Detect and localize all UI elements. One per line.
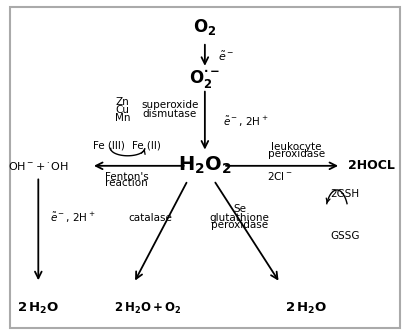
Text: Fe (III): Fe (III) bbox=[93, 140, 125, 150]
Text: Zn: Zn bbox=[115, 97, 129, 107]
Text: $\mathit{\~{e}}^-$: $\mathit{\~{e}}^-$ bbox=[218, 49, 234, 63]
Text: $\mathbf{2\,H_2O}$: $\mathbf{2\,H_2O}$ bbox=[286, 300, 328, 316]
Text: GSSG: GSSG bbox=[330, 231, 360, 241]
Text: Fe (II): Fe (II) bbox=[131, 140, 160, 150]
Text: 2GSH: 2GSH bbox=[330, 189, 359, 199]
Text: leukocyte: leukocyte bbox=[271, 142, 322, 152]
Text: superoxide: superoxide bbox=[142, 100, 199, 110]
Text: $\mathbf{H_2O_2}$: $\mathbf{H_2O_2}$ bbox=[178, 155, 232, 177]
Text: $\mathbf{O_2^{\cdot -}}$: $\mathbf{O_2^{\cdot -}}$ bbox=[189, 68, 221, 90]
Text: reaction: reaction bbox=[105, 178, 148, 188]
Text: Mn: Mn bbox=[115, 113, 131, 123]
Text: $\mathbf{O_2}$: $\mathbf{O_2}$ bbox=[193, 17, 217, 37]
Text: $\mathbf{2\,H_2O}$: $\mathbf{2\,H_2O}$ bbox=[17, 300, 59, 316]
Text: catalase: catalase bbox=[128, 213, 172, 223]
Text: Cu: Cu bbox=[115, 105, 129, 115]
Text: peroxidase: peroxidase bbox=[211, 220, 268, 230]
Text: $\mathit{\~{e}}^-$, 2H$^+$: $\mathit{\~{e}}^-$, 2H$^+$ bbox=[51, 211, 96, 225]
Text: $\mathit{\~{e}}^-$, 2H$^+$: $\mathit{\~{e}}^-$, 2H$^+$ bbox=[223, 115, 269, 129]
Text: glutathione: glutathione bbox=[209, 213, 269, 223]
Text: dismutase: dismutase bbox=[142, 109, 196, 119]
Text: OH$^-$+$^\cdot$OH: OH$^-$+$^\cdot$OH bbox=[8, 160, 69, 172]
Text: peroxidase: peroxidase bbox=[268, 149, 325, 159]
Text: $\mathbf{2\,H_2O + O_2}$: $\mathbf{2\,H_2O + O_2}$ bbox=[114, 300, 182, 316]
Text: Fenton's: Fenton's bbox=[105, 172, 149, 182]
Text: 2HOCL: 2HOCL bbox=[348, 159, 395, 172]
Text: 2Cl$^-$: 2Cl$^-$ bbox=[267, 170, 293, 182]
Text: Se: Se bbox=[233, 204, 246, 214]
